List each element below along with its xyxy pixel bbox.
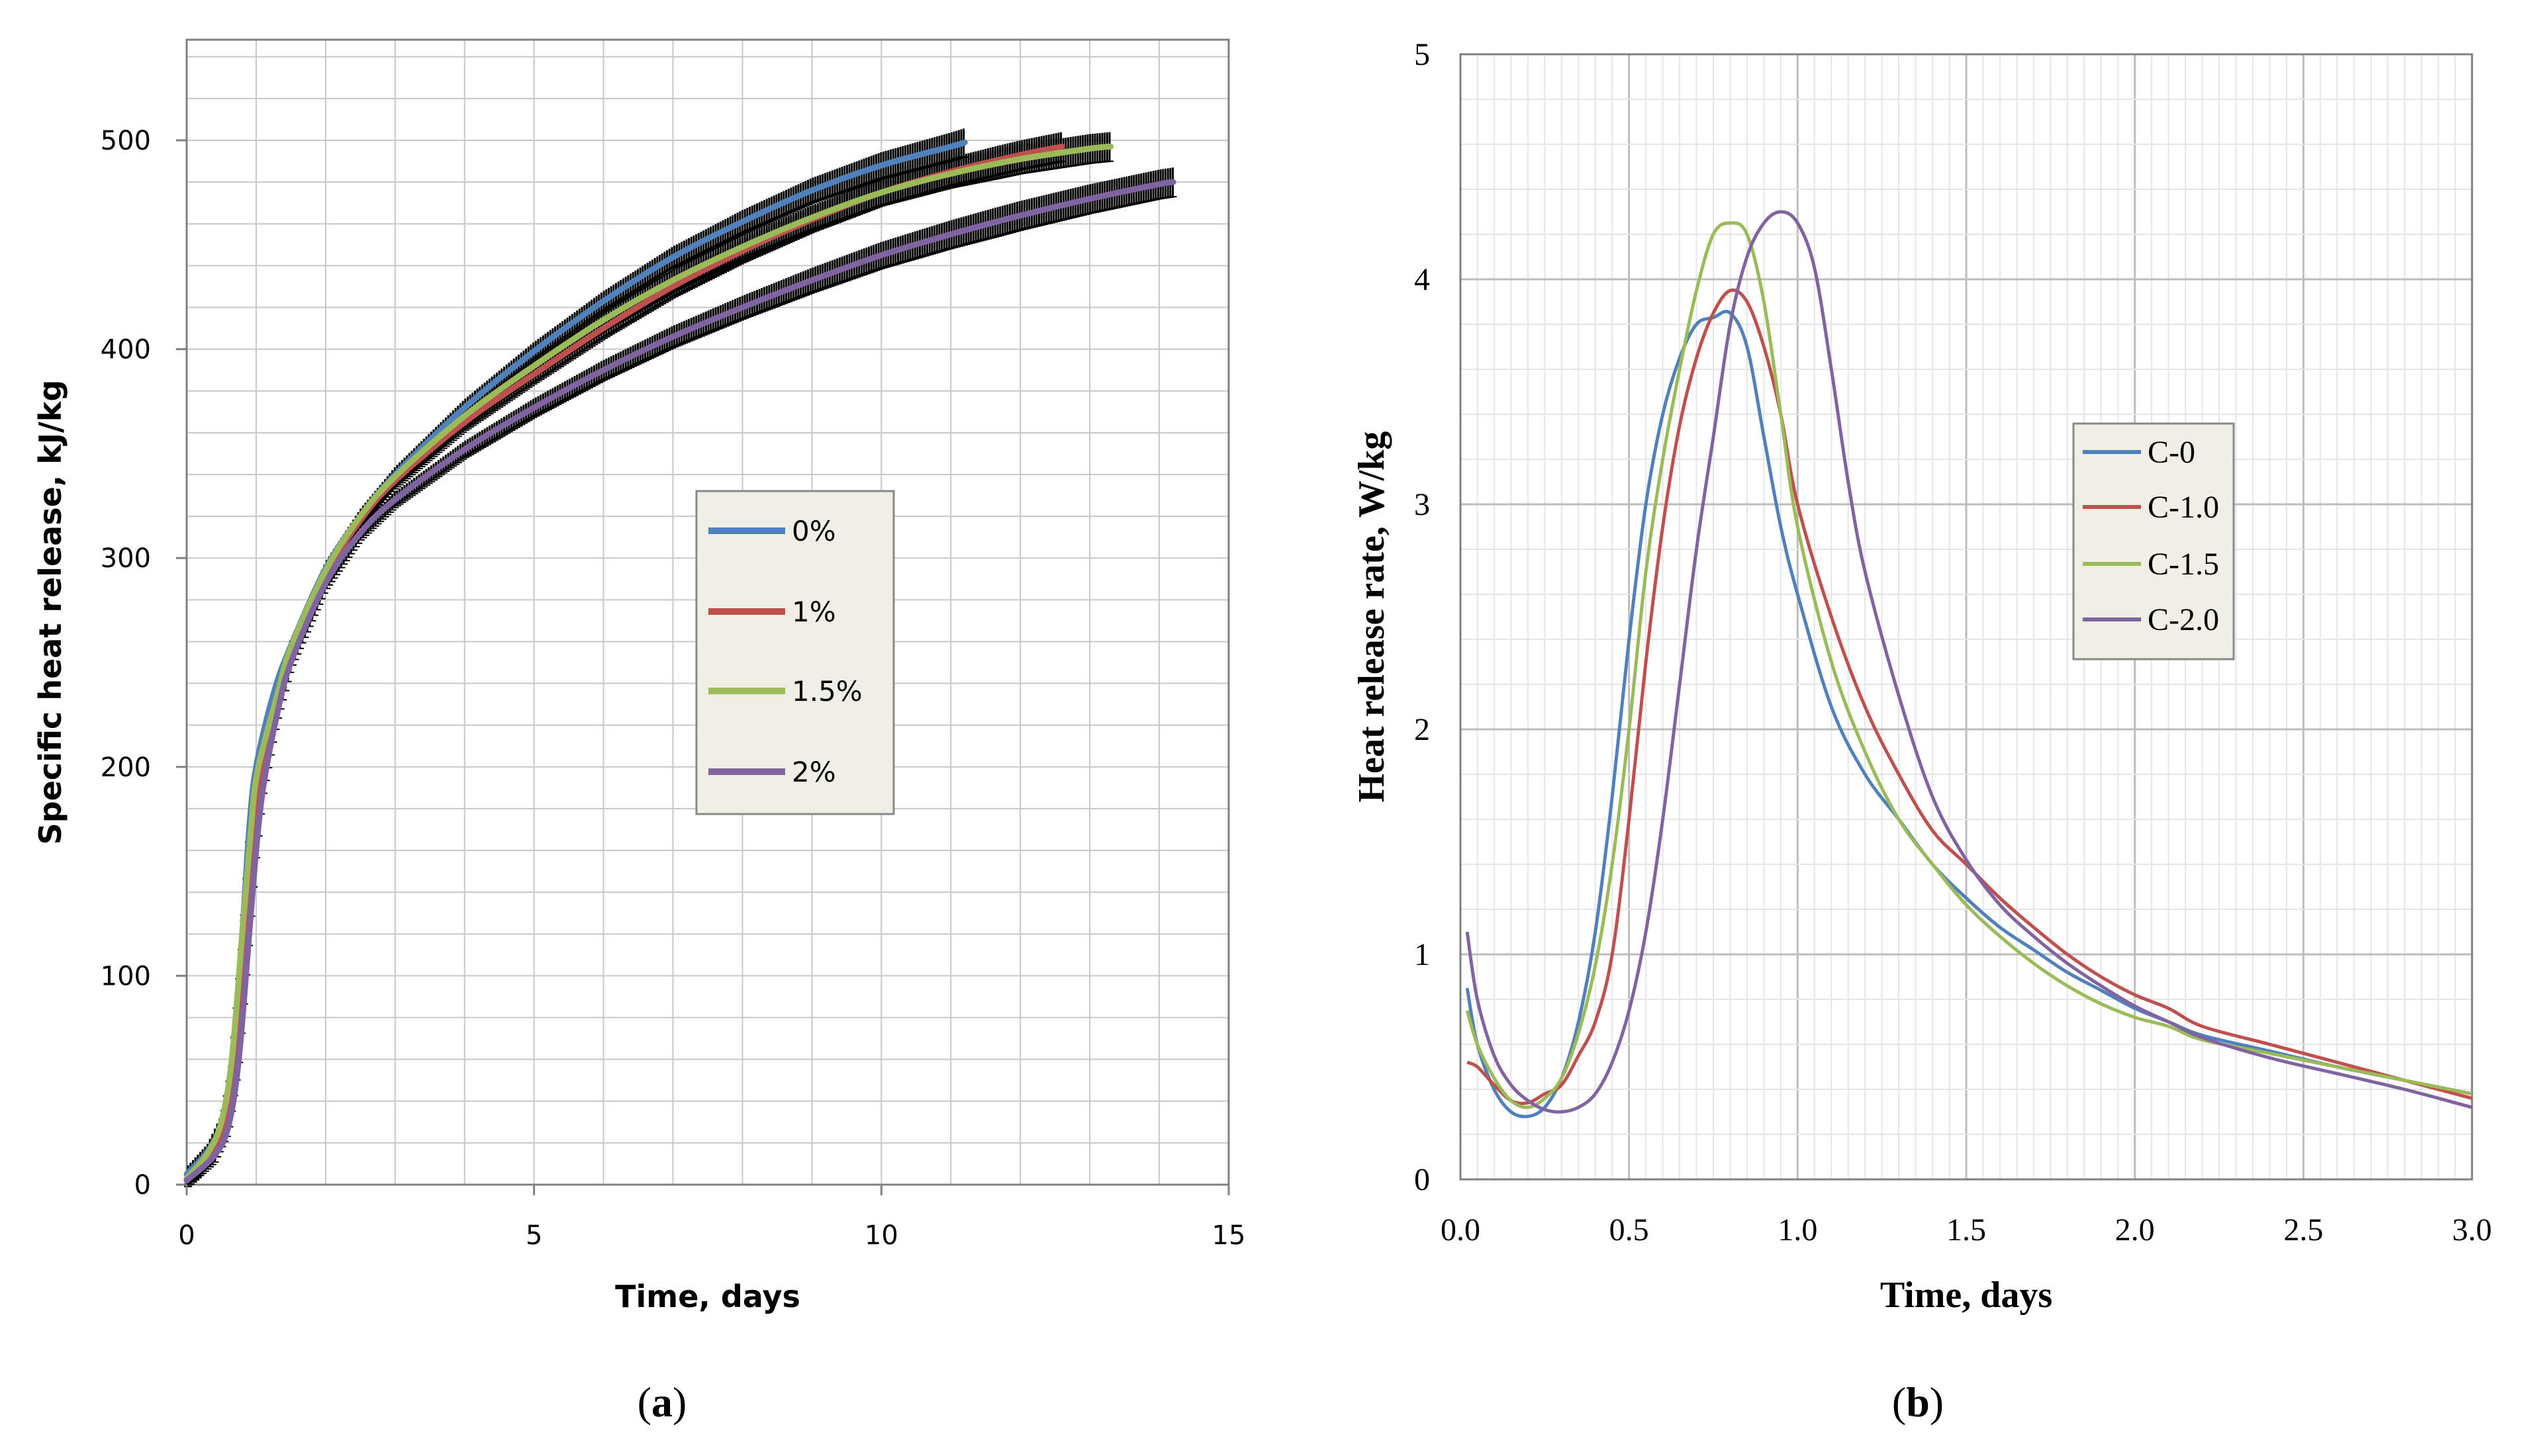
chart-a-legend: 0% 1% 1.5% 2% <box>695 490 895 815</box>
chart-a-x-tick-label: 0 <box>178 1220 195 1251</box>
chart-b-y-tick-label: 0 <box>1414 1162 1430 1197</box>
chart-b-legend-label: C-0 <box>2148 435 2195 470</box>
chart-a-x-tick-label: 10 <box>865 1220 898 1251</box>
chart-a-series-lines <box>183 139 1176 1184</box>
chart-b-legend-label: C-1.5 <box>2148 547 2219 582</box>
chart-b-legend-label: C-2.0 <box>2148 602 2219 637</box>
chart-a-y-tick-label: 300 <box>101 543 151 574</box>
chart-b-x-tick-label: 2.5 <box>2283 1212 2323 1248</box>
caption-b: (b) <box>1892 1379 1944 1426</box>
chart-a-series-1.5% <box>183 144 1114 1181</box>
chart-b-plot-frame <box>1459 53 2473 1181</box>
chart-b-y-tick-label: 1 <box>1414 937 1430 972</box>
chart-a-y-tick-label: 100 <box>101 961 151 991</box>
chart-b-x-tick-label: 3.0 <box>2452 1212 2492 1248</box>
chart-b-tick-labels: 0.0 0.5 1.0 1.5 2.0 2.5 3.0 0 1 2 3 4 5 <box>1414 37 2492 1248</box>
chart-b-gridlines <box>1459 53 2473 1181</box>
chart-b-x-tick-label: 1.0 <box>1778 1212 1817 1248</box>
chart-panel-b: 0.0 0.5 1.0 1.5 2.0 2.5 3.0 0 1 2 3 4 5 Time, days H… <box>1351 37 2492 1426</box>
chart-b-series-C-2.0 <box>1465 210 2473 1114</box>
chart-b-x-tick-label: 0.0 <box>1441 1212 1480 1248</box>
chart-a-x-axis-label: Time, days <box>615 1279 800 1314</box>
chart-a-y-tick-label: 400 <box>101 335 151 365</box>
chart-a-legend-item: 1% <box>708 596 836 628</box>
chart-b-series-C-1.5 <box>1465 221 2473 1109</box>
chart-b-y-tick-label: 2 <box>1414 712 1430 747</box>
chart-a-legend-label: 1.5% <box>792 675 863 707</box>
chart-a-y-tick-label: 200 <box>101 752 151 783</box>
chart-a-legend-item: 2% <box>708 756 836 788</box>
caption-b-letter: b <box>1906 1379 1930 1426</box>
chart-b-legend-item: C-1.0 <box>2083 490 2219 525</box>
chart-a-tick-labels: 0 5 10 15 0 100 200 300 400 500 <box>101 126 1246 1251</box>
chart-a-x-tick-label: 5 <box>526 1220 542 1251</box>
chart-a-series-2% <box>183 179 1176 1184</box>
chart-b-y-tick-label: 3 <box>1414 487 1430 522</box>
chart-a-legend-label: 0% <box>792 515 836 547</box>
caption-a-letter: a <box>651 1379 673 1426</box>
chart-panel-a: 0 5 10 15 0 100 200 300 400 500 Time, days Specif… <box>32 38 1246 1426</box>
chart-b-legend: C-0 C-1.0 C-1.5 C-2.0 <box>2072 422 2235 660</box>
chart-b-series-C-1.0 <box>1466 288 2473 1105</box>
chart-a-legend-box <box>695 490 895 815</box>
chart-a-legend-item: 0% <box>708 515 836 547</box>
chart-a-legend-item: 1.5% <box>708 675 863 707</box>
chart-b-series-lines <box>1465 210 2473 1118</box>
chart-a-plot-frame <box>185 38 1230 1186</box>
chart-b-x-tick-label: 1.5 <box>1946 1212 1986 1248</box>
chart-b-legend-item: C-1.5 <box>2083 547 2219 582</box>
chart-b-series-C-0 <box>1465 310 2473 1118</box>
chart-b-y-tick-label: 4 <box>1414 262 1430 297</box>
chart-a-legend-label: 1% <box>792 596 836 628</box>
chart-b-x-axis-label: Time, days <box>1880 1275 2052 1316</box>
chart-b-legend-label: C-1.0 <box>2148 490 2219 525</box>
chart-a-legend-label: 2% <box>792 756 836 788</box>
chart-b-y-axis-label: Heat release rate, W/kg <box>1351 432 1392 803</box>
caption-a: (a) <box>638 1379 687 1426</box>
chart-a-x-tick-label: 15 <box>1212 1220 1246 1251</box>
chart-b-x-tick-label: 2.0 <box>2115 1212 2155 1248</box>
chart-a-y-axis-label: Specific heat release, kJ/kg <box>32 380 68 845</box>
chart-b-x-tick-label: 0.5 <box>1609 1212 1649 1248</box>
chart-b-y-tick-label: 5 <box>1414 37 1430 72</box>
chart-a-y-tick-label: 500 <box>101 126 151 156</box>
chart-b-legend-item: C-0 <box>2083 435 2195 470</box>
chart-a-y-tick-label: 0 <box>134 1170 151 1201</box>
chart-b-legend-item: C-2.0 <box>2083 602 2219 637</box>
